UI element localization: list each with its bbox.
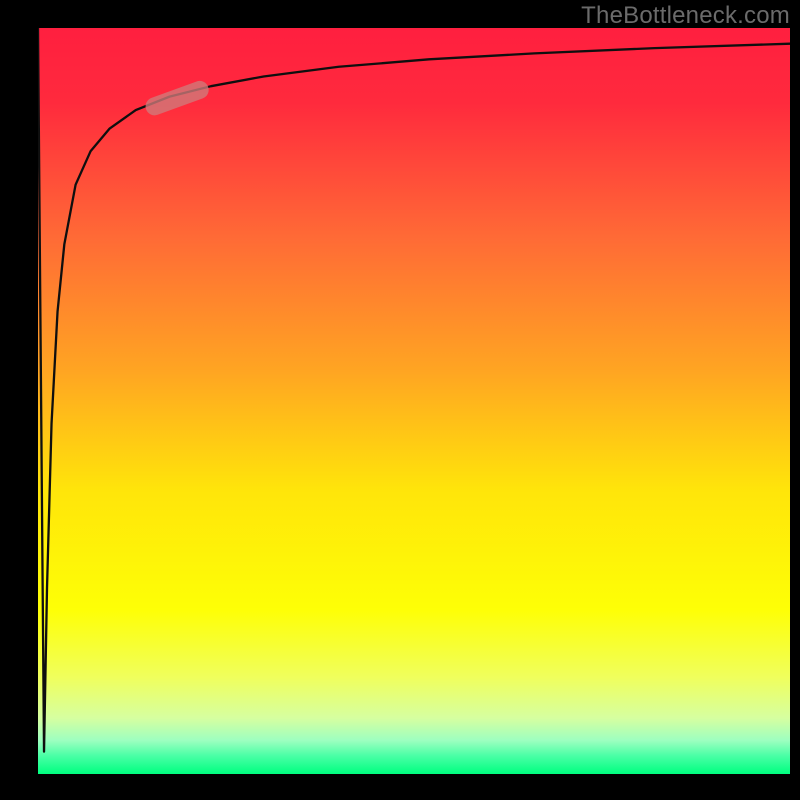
gradient-background [38, 28, 790, 774]
watermark-text: TheBottleneck.com [581, 2, 790, 30]
plot-area [38, 28, 790, 774]
chart-viewport: TheBottleneck.com [0, 0, 800, 800]
